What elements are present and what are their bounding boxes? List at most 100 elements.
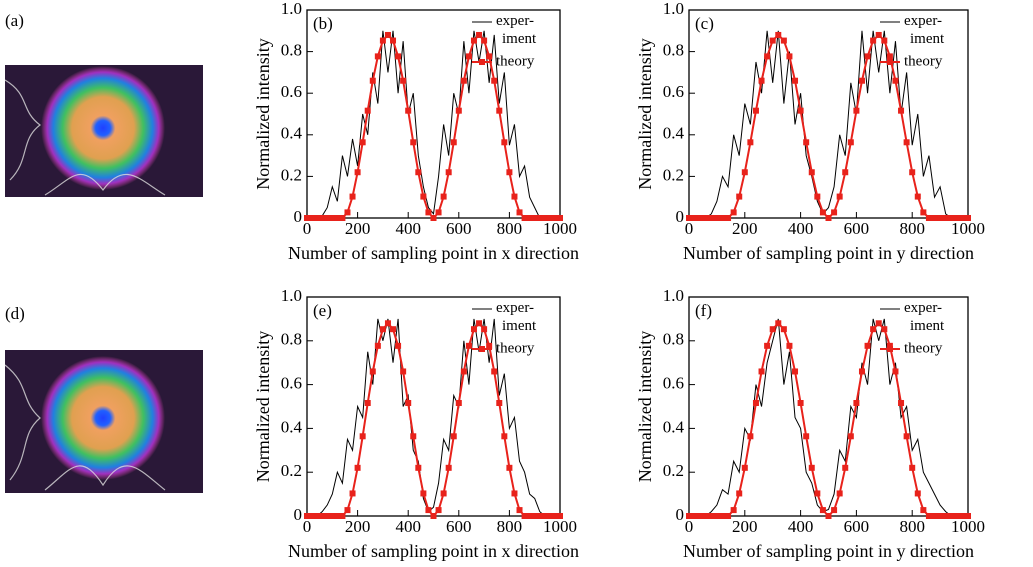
marker	[697, 215, 704, 221]
marker	[400, 77, 407, 84]
marker	[892, 77, 899, 84]
marker	[769, 326, 776, 333]
x-tick-label: 0	[685, 517, 694, 536]
marker	[309, 513, 316, 519]
x-tick-label: 800	[497, 219, 523, 238]
x-axis-label: Number of sampling point in x direction	[288, 243, 579, 263]
marker	[808, 464, 815, 471]
marker	[965, 513, 971, 519]
marker	[440, 193, 447, 200]
marker	[758, 368, 765, 375]
marker	[831, 507, 838, 514]
marker	[314, 215, 321, 221]
x-tick-label: 1000	[951, 517, 985, 536]
marker	[948, 513, 955, 519]
marker	[511, 193, 518, 200]
marker	[551, 513, 558, 519]
marker	[691, 215, 698, 221]
y-tick-label: 0	[676, 505, 685, 524]
marker	[853, 399, 860, 406]
y-tick-label: 1.0	[281, 0, 302, 18]
x-axis-label: Number of sampling point in y direction	[683, 243, 974, 263]
marker	[780, 326, 787, 333]
y-tick-label: 0.6	[663, 374, 684, 393]
marker	[410, 139, 417, 146]
marker	[836, 490, 843, 497]
marker	[758, 77, 765, 84]
x-tick-label: 200	[345, 517, 371, 536]
marker	[881, 37, 888, 44]
marker	[725, 513, 732, 519]
marker	[764, 53, 771, 60]
x-axis-label: Number of sampling point in y direction	[683, 541, 974, 561]
y-tick-label: 0	[676, 207, 685, 226]
marker	[460, 368, 467, 375]
marker	[557, 215, 563, 221]
marker	[864, 342, 871, 349]
x-tick-label: 800	[899, 219, 925, 238]
marker	[697, 513, 704, 519]
panel-label: (e)	[313, 301, 332, 320]
marker	[814, 490, 821, 497]
series-line	[689, 30, 968, 219]
marker	[847, 433, 854, 440]
marker	[354, 169, 361, 176]
marker	[808, 169, 815, 176]
marker	[526, 513, 533, 519]
marker	[465, 53, 472, 60]
marker	[309, 215, 316, 221]
x-tick-label: 400	[395, 219, 421, 238]
marker	[455, 107, 462, 114]
x-tick-label: 600	[446, 517, 472, 536]
marker	[324, 513, 331, 519]
marker	[797, 107, 804, 114]
marker	[719, 513, 726, 519]
legend-marker	[887, 59, 893, 65]
marker	[445, 169, 452, 176]
marker	[496, 399, 503, 406]
marker	[898, 107, 905, 114]
marker	[903, 139, 910, 146]
marker	[942, 215, 949, 221]
marker	[702, 215, 709, 221]
marker	[410, 433, 417, 440]
marker	[786, 342, 793, 349]
legend-label: exper-iment	[904, 13, 945, 47]
marker	[435, 507, 442, 514]
x-tick-label: 1000	[543, 219, 577, 238]
marker	[390, 37, 397, 44]
panel-label: (c)	[695, 14, 714, 33]
marker	[953, 215, 960, 221]
marker	[430, 513, 437, 519]
marker	[516, 507, 523, 514]
marker	[384, 31, 391, 38]
marker	[769, 37, 776, 44]
x-axis-label: Number of sampling point in x direction	[288, 541, 579, 561]
marker	[405, 107, 412, 114]
marker	[686, 513, 692, 519]
marker	[775, 31, 782, 38]
marker	[708, 513, 715, 519]
marker	[920, 507, 927, 514]
y-tick-label: 0.4	[281, 124, 303, 143]
marker	[476, 31, 483, 38]
marker	[440, 490, 447, 497]
x-tick-label: 200	[732, 219, 758, 238]
marker	[425, 507, 432, 514]
x-tick-label: 600	[446, 219, 472, 238]
marker	[546, 215, 553, 221]
marker	[691, 513, 698, 519]
marker	[374, 342, 381, 349]
marker	[455, 399, 462, 406]
marker	[736, 490, 743, 497]
y-tick-label: 1.0	[663, 0, 684, 18]
marker	[870, 326, 877, 333]
marker	[369, 77, 376, 84]
marker	[334, 513, 341, 519]
marker	[792, 77, 799, 84]
y-tick-label: 0.6	[663, 82, 684, 101]
y-tick-label: 0.4	[663, 124, 685, 143]
marker	[942, 513, 949, 519]
legend-marker	[479, 59, 485, 65]
x-tick-label: 1000	[543, 517, 577, 536]
